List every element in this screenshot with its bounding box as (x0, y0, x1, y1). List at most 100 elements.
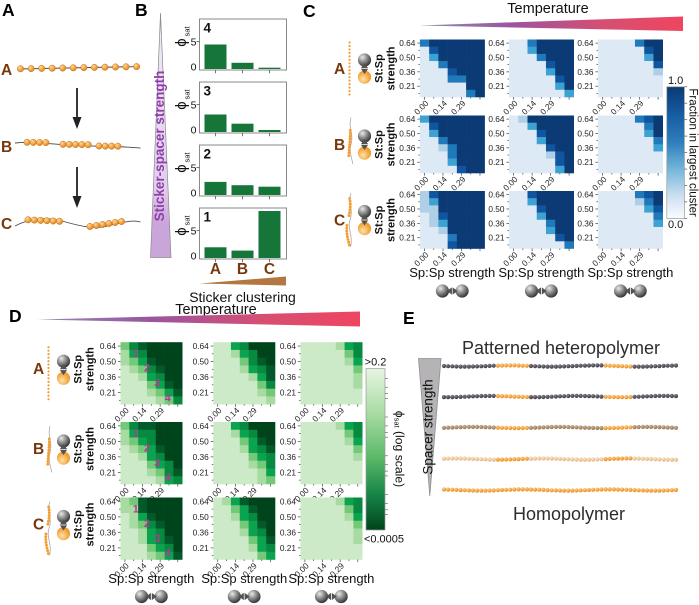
svg-text:0.64: 0.64 (100, 421, 117, 431)
svg-text:A: A (2, 0, 15, 20)
svg-text:0.64: 0.64 (100, 496, 117, 506)
svg-text:C: C (33, 517, 44, 534)
svg-text:0.36: 0.36 (399, 67, 416, 77)
svg-text:ϕsat (log scale): ϕsat (log scale) (392, 411, 406, 487)
svg-text:>0.2: >0.2 (365, 357, 387, 369)
svg-text:0.36: 0.36 (100, 452, 117, 462)
svg-text:Sticker clustering: Sticker clustering (189, 289, 296, 305)
svg-text:0.21: 0.21 (193, 388, 210, 398)
svg-text:Patterned heteropolymer: Patterned heteropolymer (462, 338, 660, 358)
svg-text:0.29: 0.29 (148, 405, 167, 424)
svg-text:0.29: 0.29 (240, 405, 259, 424)
svg-text:0.50: 0.50 (280, 436, 297, 446)
svg-text:0.50: 0.50 (577, 52, 594, 62)
svg-text:A: A (334, 61, 345, 78)
svg-text:strength: strength (84, 347, 96, 391)
svg-text:0.21: 0.21 (577, 233, 594, 243)
svg-text:strength: strength (386, 198, 398, 242)
svg-text:sat: sat (182, 89, 191, 100)
svg-text:3: 3 (154, 533, 160, 545)
svg-text:St:Sp: St:Sp (72, 434, 84, 463)
svg-text:5: 5 (191, 36, 197, 48)
svg-text:0.50: 0.50 (193, 357, 210, 367)
svg-text:0.21: 0.21 (577, 157, 594, 167)
svg-text:0.50: 0.50 (280, 357, 297, 367)
svg-text:Sp:Sp strength: Sp:Sp strength (201, 571, 287, 586)
svg-text:Fraction in largest cluster: Fraction in largest cluster (686, 88, 698, 217)
svg-text:0.50: 0.50 (100, 512, 117, 522)
svg-text:0.36: 0.36 (399, 218, 416, 228)
svg-text:0.14: 0.14 (609, 98, 628, 117)
svg-text:Sp:Sp strength: Sp:Sp strength (108, 571, 194, 586)
svg-text:0.21: 0.21 (193, 467, 210, 477)
svg-text:0.36: 0.36 (280, 452, 297, 462)
svg-text:strength: strength (84, 427, 96, 471)
svg-text:0.36: 0.36 (100, 372, 117, 382)
svg-text:B: B (135, 0, 148, 20)
svg-text:0.21: 0.21 (280, 543, 297, 553)
svg-text:0.64: 0.64 (399, 114, 416, 124)
svg-text:0.50: 0.50 (399, 52, 416, 62)
svg-text:A: A (210, 261, 221, 278)
svg-text:sat: sat (182, 26, 191, 37)
svg-text:0.0: 0.0 (668, 219, 683, 231)
svg-text:Sticker-spacer strength: Sticker-spacer strength (152, 71, 167, 222)
svg-text:Temperature: Temperature (175, 302, 256, 318)
svg-text:E: E (403, 308, 415, 328)
svg-text:0.14: 0.14 (223, 405, 242, 424)
svg-text:0.50: 0.50 (100, 436, 117, 446)
svg-text:A: A (1, 62, 12, 79)
svg-text:0: 0 (191, 250, 197, 262)
svg-text:4: 4 (165, 472, 171, 484)
svg-text:0.36: 0.36 (280, 527, 297, 537)
svg-text:2: 2 (144, 443, 150, 455)
svg-text:0.29: 0.29 (627, 174, 646, 193)
svg-text:5: 5 (191, 162, 197, 174)
svg-text:0.36: 0.36 (193, 527, 210, 537)
svg-text:0.21: 0.21 (488, 81, 505, 91)
svg-text:0.21: 0.21 (100, 543, 117, 553)
svg-text:0.21: 0.21 (100, 388, 117, 398)
svg-text:St:Sp: St:Sp (374, 130, 386, 159)
svg-text:4: 4 (165, 548, 171, 560)
svg-text:0.64: 0.64 (577, 114, 594, 124)
svg-text:0.50: 0.50 (488, 204, 505, 214)
svg-text:Sp:Sp strength: Sp:Sp strength (587, 265, 673, 280)
svg-text:3: 3 (154, 458, 160, 470)
svg-text:0.21: 0.21 (280, 467, 297, 477)
svg-text:0.29: 0.29 (328, 405, 347, 424)
svg-text:0.14: 0.14 (520, 98, 539, 117)
svg-text:4: 4 (165, 392, 171, 404)
svg-text:0.64: 0.64 (100, 341, 117, 351)
svg-text:0.36: 0.36 (193, 452, 210, 462)
svg-text:5: 5 (191, 225, 197, 237)
svg-text:0.50: 0.50 (193, 512, 210, 522)
svg-text:1: 1 (204, 210, 212, 225)
svg-text:0.21: 0.21 (399, 233, 416, 243)
svg-text:1.0: 1.0 (668, 75, 683, 87)
svg-text:ϕ: ϕ (173, 227, 190, 235)
svg-text:0.21: 0.21 (193, 543, 210, 553)
svg-text:B: B (334, 137, 345, 154)
svg-text:0.64: 0.64 (399, 38, 416, 48)
svg-text:0.21: 0.21 (100, 467, 117, 477)
svg-text:0.64: 0.64 (280, 421, 297, 431)
svg-text:0.36: 0.36 (577, 143, 594, 153)
svg-text:Spacer strength: Spacer strength (421, 379, 436, 474)
svg-text:0.21: 0.21 (488, 233, 505, 243)
svg-text:0: 0 (191, 124, 197, 136)
svg-text:0.64: 0.64 (280, 341, 297, 351)
svg-text:0.29: 0.29 (627, 98, 646, 117)
svg-text:0.21: 0.21 (399, 81, 416, 91)
svg-text:0.29: 0.29 (538, 98, 557, 117)
svg-text:0.64: 0.64 (193, 341, 210, 351)
svg-text:0.50: 0.50 (577, 128, 594, 138)
svg-text:B: B (237, 261, 248, 278)
svg-text:0.14: 0.14 (609, 174, 628, 193)
svg-text:0.64: 0.64 (488, 38, 505, 48)
svg-text:0.64: 0.64 (488, 114, 505, 124)
svg-text:Temperature: Temperature (507, 1, 588, 17)
svg-text:0.29: 0.29 (449, 174, 468, 193)
svg-text:0.36: 0.36 (100, 527, 117, 537)
svg-text:Homopolymer: Homopolymer (513, 504, 625, 524)
